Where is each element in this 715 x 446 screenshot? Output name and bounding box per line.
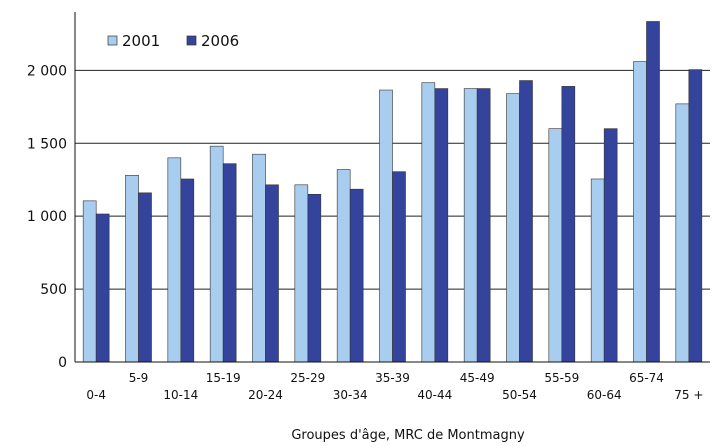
bar-2006-20-24 <box>265 184 279 363</box>
bar-2001-65-74 <box>633 61 647 363</box>
bar-2006-65-74 <box>646 21 660 363</box>
bar-2006-0-4 <box>95 213 110 363</box>
bar-2006-45-49 <box>476 88 491 363</box>
x-tick-label: 5-9 <box>129 371 149 385</box>
bar-2006-55-59 <box>561 86 576 363</box>
axes <box>74 12 710 363</box>
legend-swatch-2006 <box>186 35 197 46</box>
x-tick-label: 30-34 <box>333 388 368 402</box>
bar-2006-15-19 <box>222 163 237 363</box>
y-tick-label: 500 <box>40 282 67 298</box>
x-tick-labels: 0-4 5-9 10-14 15-19 20-24 25-29 30-34 35-39 40-4… <box>86 371 703 402</box>
bar-2001-25-29 <box>294 184 309 363</box>
bar-2006-40-44 <box>434 88 449 363</box>
y-tick-label: 1 000 <box>27 209 67 225</box>
bar-2001-50-54 <box>506 93 520 363</box>
x-tick-label: 75 + <box>674 388 703 402</box>
legend: 2001 2006 <box>107 32 239 50</box>
x-tick-label: 60-64 <box>587 388 622 402</box>
bar-2006-60-64 <box>603 128 618 363</box>
bars <box>82 21 703 363</box>
bar-2001-60-64 <box>590 178 605 363</box>
bar-2001-0-4 <box>82 200 97 363</box>
bar-2006-30-34 <box>349 188 364 363</box>
x-tick-label: 10-14 <box>163 388 198 402</box>
x-tick-label: 15-19 <box>206 371 241 385</box>
y-tick-label: 0 <box>58 355 67 371</box>
x-tick-label: 45-49 <box>460 371 495 385</box>
x-axis-title: Groupes d'âge, MRC de Montmagny <box>291 428 525 443</box>
x-tick-label: 40-44 <box>417 388 452 402</box>
x-tick-label: 25-29 <box>290 371 325 385</box>
bar-2001-45-49 <box>463 88 478 363</box>
x-tick-label: 20-24 <box>248 388 283 402</box>
bar-2001-20-24 <box>252 153 266 363</box>
bar-2001-75- <box>675 103 690 363</box>
bar-2001-10-14 <box>167 157 182 363</box>
bar-2001-40-44 <box>421 82 436 363</box>
bar-2006-50-54 <box>519 80 533 363</box>
bar-2006-35-39 <box>392 171 406 363</box>
bar-2006-10-14 <box>180 178 195 363</box>
x-tick-label: 50-54 <box>502 388 537 402</box>
x-tick-label: 0-4 <box>86 388 106 402</box>
bar-2006-75- <box>688 69 703 363</box>
x-tick-label: 55-59 <box>544 371 579 385</box>
bar-2001-15-19 <box>209 145 224 363</box>
bar-2006-5-9 <box>138 192 152 363</box>
bar-2001-30-34 <box>336 169 351 363</box>
x-tick-label: 65-74 <box>629 371 664 385</box>
bar-2006-25-29 <box>307 193 322 363</box>
legend-label-2006: 2006 <box>201 32 239 50</box>
bar-2001-35-39 <box>379 89 393 363</box>
bar-2001-5-9 <box>125 175 139 363</box>
legend-label-2001: 2001 <box>122 32 160 50</box>
y-tick-labels: 0 500 1 000 1 500 2 000 <box>27 63 67 371</box>
legend-swatch-2001 <box>107 35 118 46</box>
y-tick-label: 1 500 <box>27 136 67 152</box>
x-tick-label: 35-39 <box>375 371 410 385</box>
y-tick-label: 2 000 <box>27 63 67 79</box>
bar-2001-55-59 <box>548 128 563 363</box>
